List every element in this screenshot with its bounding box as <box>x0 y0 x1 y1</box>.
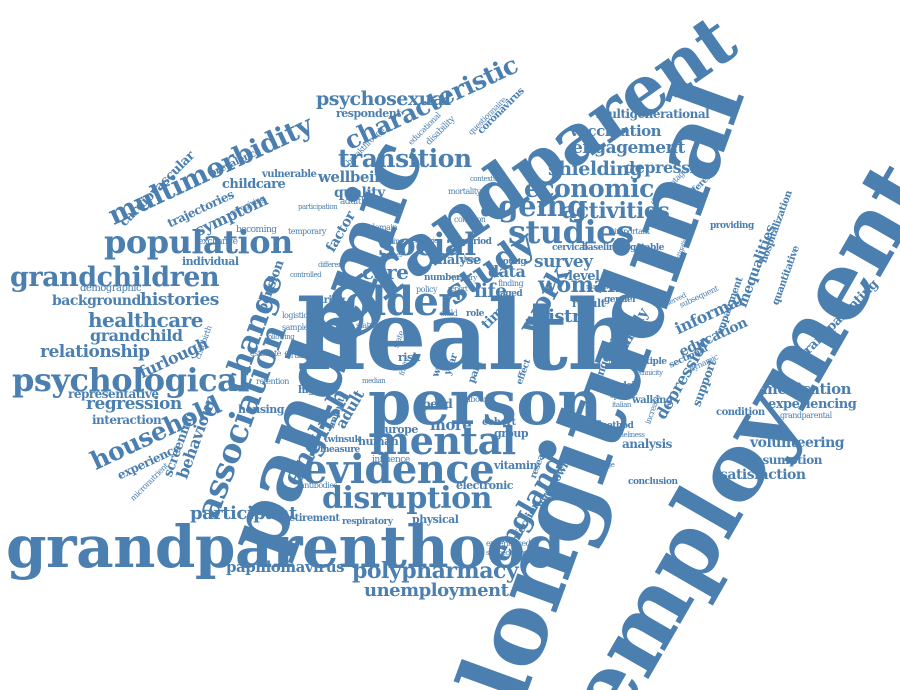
word-level: level <box>568 270 599 283</box>
word-satisfaction: satisfaction <box>720 468 806 482</box>
word-temporary: temporary <box>288 228 326 236</box>
word-interaction: interaction <box>92 414 161 426</box>
word-vaccination: vaccination <box>570 124 661 139</box>
word-condition: condition <box>716 408 765 418</box>
word-more: more <box>430 418 471 433</box>
word-following: following <box>266 334 294 341</box>
word-data: data <box>488 264 525 280</box>
word-experiencing: experiencing <box>768 398 856 411</box>
word-depressive: depressive <box>624 160 714 176</box>
word-model: model <box>606 382 634 391</box>
word-human: human <box>358 436 398 447</box>
word-grandchild: grandchild <box>90 328 183 344</box>
word-speed: speed <box>416 398 452 410</box>
word-status: status <box>356 322 378 330</box>
word-electronic: electronic <box>456 480 513 491</box>
word-retirement: retirement <box>284 514 340 524</box>
word-retention: retention <box>256 378 289 386</box>
word-baseline: baseline <box>582 244 620 253</box>
word-consumption: consumption <box>740 454 822 466</box>
word-papillomavirus: papillomavirus <box>226 560 344 575</box>
word-vegetable: vegetable <box>620 244 664 253</box>
word-ethnicity: ethnicity <box>636 370 663 377</box>
word-method: method <box>598 422 633 431</box>
word-vulnerable: vulnerable <box>262 170 316 180</box>
word-providing: providing <box>710 222 754 231</box>
word-policy: policy <box>416 286 437 294</box>
word-estimate: estimate <box>250 350 281 358</box>
word-antibodies: antibodies <box>300 482 337 490</box>
word-gender: gender <box>604 296 636 305</box>
word-participant: participant <box>190 505 297 523</box>
word-caring: caring <box>312 296 345 306</box>
word-grandparental: grandparental <box>780 412 832 420</box>
word-sample: sample <box>282 324 308 332</box>
word-respondent: respondent <box>336 108 401 119</box>
word-medication: medication <box>762 382 851 397</box>
word-mother: mother <box>380 252 403 259</box>
word-conclusion: conclusion <box>628 478 678 487</box>
word-background: background <box>52 294 141 308</box>
word-domain: domain <box>370 224 397 232</box>
word-volunteering: volunteering <box>750 436 844 450</box>
word-measure: measure <box>320 446 360 455</box>
word-contextual: contextual <box>470 176 502 183</box>
word-europe: europe <box>378 424 418 435</box>
word-becoming: becoming <box>236 226 277 235</box>
word-engagement: engagement <box>572 140 685 157</box>
word-respiratory: respiratory <box>342 518 392 527</box>
word-group: group <box>494 428 528 439</box>
word-important: important <box>614 228 650 236</box>
word-demographic: demographic <box>80 284 141 294</box>
word-quality: quality <box>334 186 385 200</box>
word-fertility: fertility <box>284 352 310 360</box>
word-report: report <box>448 286 467 293</box>
word-exchange: exchange <box>198 238 238 247</box>
word-histories: histories <box>140 292 219 309</box>
word-polypharmacy: polypharmacy <box>352 560 518 582</box>
word-housing: housing <box>238 404 284 415</box>
word-primary: primary <box>452 275 477 282</box>
word-mortality: mortality <box>448 188 481 196</box>
word-italian: italian <box>612 402 631 409</box>
word-unemployment: unemployment <box>364 582 508 600</box>
word-analysis: analysis <box>622 438 672 450</box>
word-analyse: analyse <box>430 254 481 267</box>
word-labour: labour <box>464 396 487 404</box>
word-different: different <box>318 262 344 269</box>
word-countries: countries <box>412 238 441 245</box>
word-result: result <box>572 298 605 309</box>
word-twinsuk: twinsuk <box>324 436 360 445</box>
word-socioeconomic: socioeconomic <box>486 550 531 557</box>
word-marker: marker <box>586 284 609 291</box>
word-controlled: controlled <box>290 272 321 279</box>
word-logistic: logistic <box>282 312 307 320</box>
word-multiple: multiple <box>628 358 667 367</box>
word-distr: distr <box>536 308 581 326</box>
word-individual: individual <box>182 256 239 267</box>
word-participation: participation <box>298 204 337 211</box>
word-representative: representative <box>68 388 158 400</box>
word-common: common <box>454 216 485 224</box>
word-advantage: advantage <box>582 462 614 469</box>
word-care: care <box>362 262 408 282</box>
word-child: child <box>440 310 457 318</box>
word-wellbeing: wellbeing <box>318 170 394 185</box>
word-period: period <box>462 238 491 247</box>
word-multigenerational: multigenerational <box>596 108 709 120</box>
word-physical: physical <box>412 514 458 525</box>
word-higher: higher <box>298 386 332 396</box>
word-influence: influence <box>372 456 410 465</box>
word-decline: decline <box>378 238 404 246</box>
word-median: median <box>362 378 385 385</box>
word-relationship: relationship <box>40 344 150 361</box>
